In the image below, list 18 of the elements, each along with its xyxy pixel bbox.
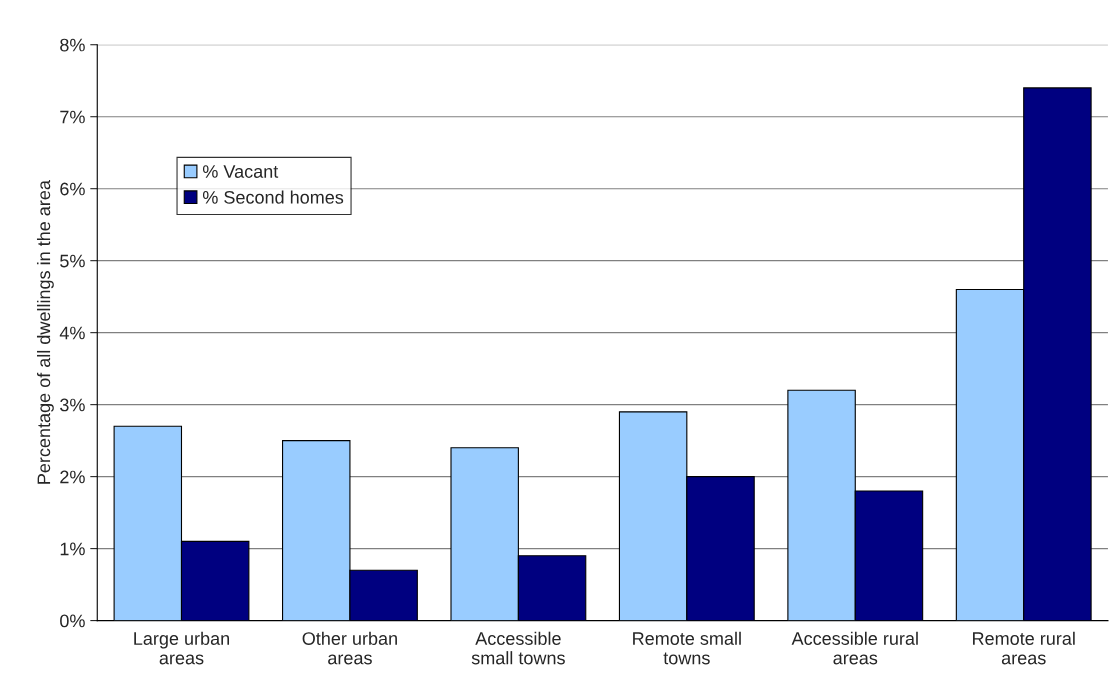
y-tick-label: 0% <box>60 614 85 628</box>
x-tick-label: Remote rural areas <box>973 631 1075 665</box>
x-tick-label: Accessible rural areas <box>791 631 918 665</box>
y-tick-label: 6% <box>60 182 85 196</box>
y-tick-label: 4% <box>59 326 85 340</box>
x-tick-label: Large urban areas <box>134 631 230 665</box>
y-tick-label: 8% <box>60 38 85 52</box>
legend-label: % Second homes <box>202 190 344 204</box>
x-tick-label: Remote small towns <box>633 631 741 665</box>
y-tick-label: 1% <box>60 542 85 556</box>
y-tick-label: 7% <box>60 110 85 124</box>
x-tick-label: Other urban areas <box>302 631 397 665</box>
y-axis-title: Percentage of all dwellings in the area <box>36 180 54 484</box>
legend-label: % Vacant <box>202 165 279 178</box>
x-tick-label: Accessible small towns <box>471 631 565 665</box>
y-tick-label: 3% <box>60 398 85 412</box>
y-tick-label: 5% <box>60 254 85 268</box>
y-tick-label: 2% <box>60 470 85 484</box>
